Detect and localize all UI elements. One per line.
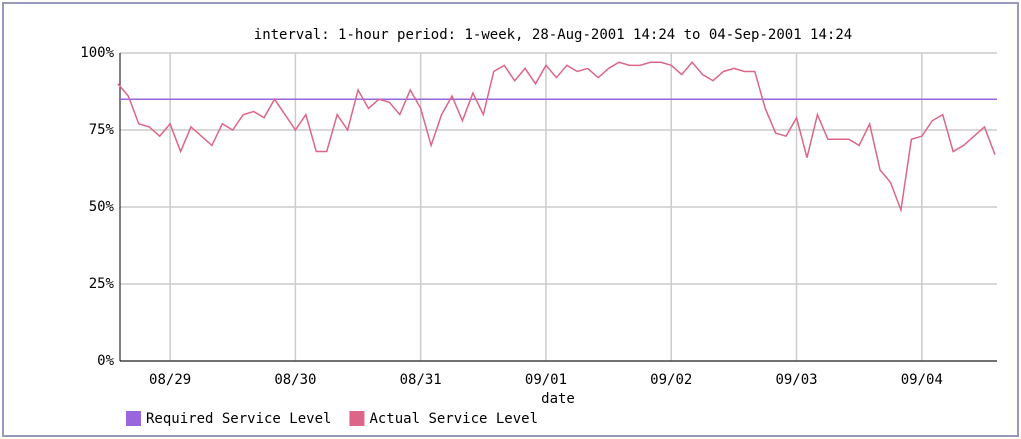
series-line xyxy=(117,61,996,214)
x-tick-label: 09/01 xyxy=(525,372,567,388)
legend-swatch xyxy=(349,411,365,426)
y-tick-label: 75% xyxy=(89,122,115,138)
x-tick-label: 09/02 xyxy=(650,372,692,388)
x-tick-label: 08/30 xyxy=(274,372,316,388)
y-tick-label: 25% xyxy=(89,276,115,292)
y-tick-label: 0% xyxy=(97,353,114,369)
x-tick-label: 08/29 xyxy=(149,372,191,388)
chart-title: interval: 1-hour period: 1-week, 28-Aug-… xyxy=(254,27,852,43)
x-tick-label: 09/04 xyxy=(901,372,943,388)
y-tick-label: 50% xyxy=(89,199,115,215)
x-tick-label: 09/03 xyxy=(775,372,817,388)
legend-swatch xyxy=(126,411,141,426)
legend-label: Actual Service Level xyxy=(369,411,538,427)
x-axis-label: date xyxy=(541,391,575,407)
y-tick-label: 100% xyxy=(80,45,114,61)
legend-label: Required Service Level xyxy=(146,411,331,427)
x-tick-label: 08/31 xyxy=(400,372,442,388)
